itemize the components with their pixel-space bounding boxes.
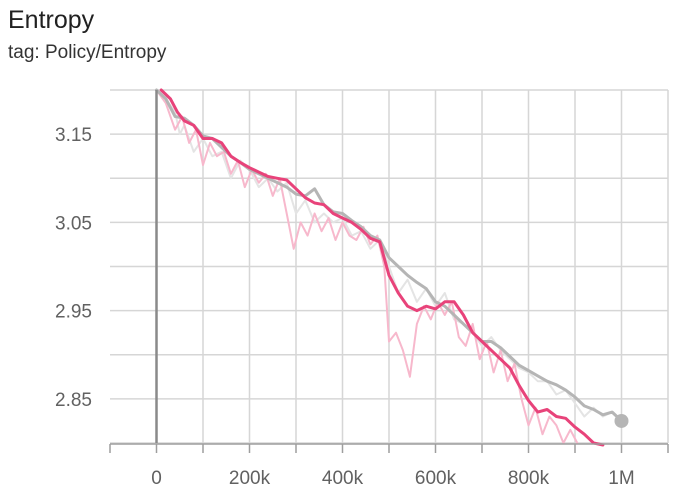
x-tick-label-5: 400k xyxy=(322,468,364,489)
x-tick-label-1: 0 xyxy=(151,468,162,489)
y-tick-label-1: 3.05 xyxy=(55,213,92,234)
series-line-pink xyxy=(159,88,605,447)
y-tick-label-0: 3.15 xyxy=(55,125,92,146)
y-tick-label-2: 2.95 xyxy=(55,302,92,323)
x-tick-label-7: 600k xyxy=(415,468,457,489)
chart-title: Entropy xyxy=(8,6,95,34)
y-tick-label-3: 2.85 xyxy=(55,390,92,411)
x-tick-label-3: 200k xyxy=(229,468,271,489)
chart-tag: tag: Policy/Entropy xyxy=(8,42,167,63)
series-end-marker xyxy=(614,413,629,428)
tick-labels: 3.15 3.05 2.95 2.85 0 200k 400k 600k 800k 1M xyxy=(55,125,635,489)
axes xyxy=(109,90,669,453)
x-tick-label-9: 800k xyxy=(508,468,550,489)
grid-lines xyxy=(110,89,669,444)
series-layer xyxy=(155,88,629,447)
x-tick-label-11: 1M xyxy=(608,468,634,489)
series-line-pink-raw xyxy=(155,89,579,444)
